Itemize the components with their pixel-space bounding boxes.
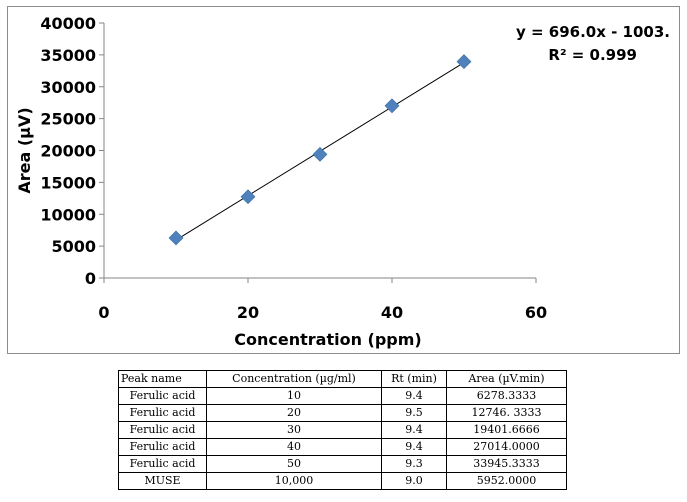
trendline-r2: R² = 0.999 [548,46,637,64]
cell-rt: 9.4 [381,438,447,456]
y-axis-title: Area (µV) [15,107,34,193]
data-point [456,54,472,70]
x-axis: 0 20 40 60 [98,277,547,322]
x-axis-title: Concentration (ppm) [234,330,421,349]
cell-peak-name: Ferulic acid [118,404,207,422]
cell-peak-name: Ferulic acid [118,421,207,439]
header-peak-name: Peak name [118,370,207,388]
cell-concentration: 50 [206,455,382,473]
cell-area: 33945.3333 [446,455,567,473]
y-tick-label: 30000 [40,78,96,97]
scatter-chart: 0 5000 10000 15000 20000 25000 30000 35000 40000… [15,14,670,349]
x-tick-label: 40 [381,303,403,322]
cell-rt: 9.5 [381,404,447,422]
table-row: Ferulic acid 50 9.3 33945.3333 [118,455,567,473]
table-row: Ferulic acid 10 9.4 6278.3333 [118,387,567,405]
cell-peak-name: Ferulic acid [118,455,207,473]
cell-concentration: 10,000 [206,472,382,490]
x-tick-label: 20 [237,303,259,322]
y-tick-label: 0 [85,269,96,288]
y-axis: 0 5000 10000 15000 20000 25000 30000 35000 40000 [40,14,105,288]
table-row: Ferulic acid 30 9.4 19401.6666 [118,421,567,439]
data-points [168,54,472,246]
y-tick-label: 40000 [40,14,96,33]
results-table: Peak name Concentration (µg/ml) Rt (min)… [118,370,567,490]
cell-rt: 9.3 [381,455,447,473]
header-rt: Rt (min) [381,370,447,388]
data-point [312,146,328,162]
cell-area: 19401.6666 [446,421,567,439]
trendline-equation: y = 696.0x - 1003. [516,23,670,41]
header-area: Area (µV.min) [446,370,567,388]
cell-area: 5952.0000 [446,472,567,490]
cell-rt: 9.4 [381,421,447,439]
cell-peak-name: MUSE [118,472,207,490]
cell-peak-name: Ferulic acid [118,387,207,405]
y-tick-label: 5000 [51,237,96,256]
table-row: MUSE 10,000 9.0 5952.0000 [118,472,567,490]
header-concentration: Concentration (µg/ml) [206,370,382,388]
table-body: Ferulic acid 10 9.4 6278.3333 Ferulic acid 20… [118,387,567,490]
y-tick-label: 10000 [40,205,96,224]
cell-peak-name: Ferulic acid [118,438,207,456]
y-tick-label: 25000 [40,110,96,129]
cell-area: 12746. 3333 [446,404,567,422]
data-point [168,230,184,246]
table-header-row: Peak name Concentration (µg/ml) Rt (min)… [118,370,567,388]
table-row: Ferulic acid 40 9.4 27014.0000 [118,438,567,456]
x-tick-label: 0 [98,303,109,322]
y-tick-label: 35000 [40,46,96,65]
cell-concentration: 10 [206,387,382,405]
x-tick-label: 60 [525,303,547,322]
y-tick-label: 15000 [40,173,96,192]
chart-frame [7,6,680,354]
cell-area: 27014.0000 [446,438,567,456]
data-point [240,189,256,205]
cell-concentration: 20 [206,404,382,422]
cell-concentration: 40 [206,438,382,456]
cell-concentration: 30 [206,421,382,439]
y-tick-label: 20000 [40,142,96,161]
data-point [384,98,400,114]
cell-area: 6278.3333 [446,387,567,405]
cell-rt: 9.4 [381,387,447,405]
cell-rt: 9.0 [381,472,447,490]
table-row: Ferulic acid 20 9.5 12746. 3333 [118,404,567,422]
